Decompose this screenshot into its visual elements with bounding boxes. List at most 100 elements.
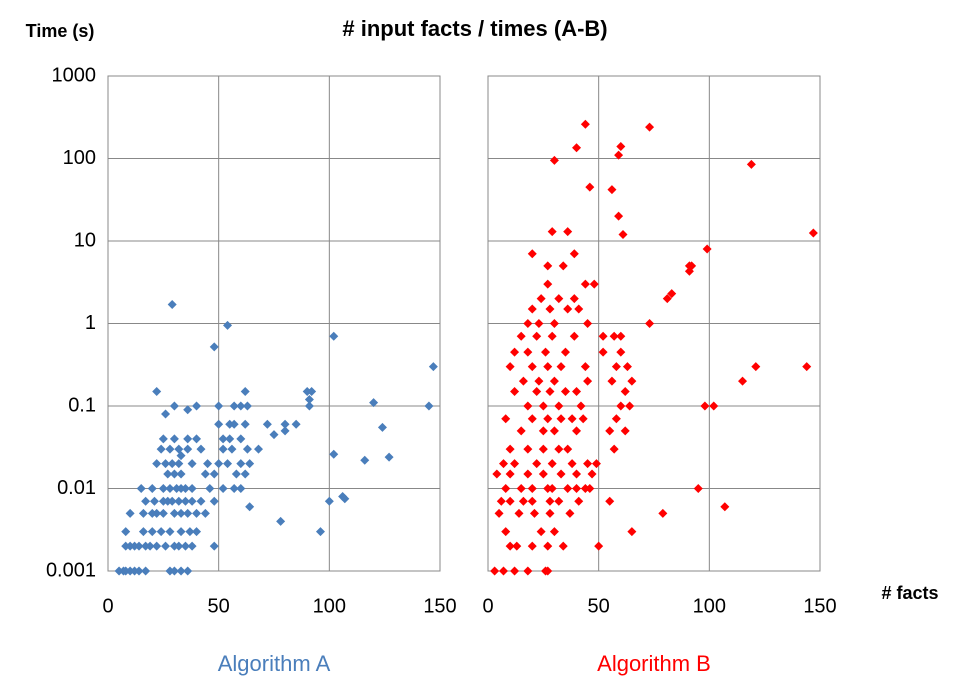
point	[138, 508, 148, 518]
point	[134, 541, 144, 551]
point	[720, 502, 730, 512]
point	[554, 401, 564, 411]
point	[156, 527, 166, 537]
point	[187, 541, 197, 551]
point	[229, 484, 239, 493]
point	[534, 319, 544, 328]
point	[183, 434, 193, 444]
point	[607, 185, 617, 195]
point	[527, 249, 537, 259]
point	[545, 304, 555, 314]
point	[518, 376, 528, 386]
point	[262, 419, 272, 429]
point	[543, 541, 553, 551]
point	[231, 469, 241, 479]
point	[709, 401, 719, 411]
point	[543, 261, 553, 271]
point	[510, 459, 520, 469]
point	[240, 419, 250, 429]
point	[187, 484, 197, 493]
point	[645, 122, 655, 132]
point	[141, 496, 151, 506]
point	[510, 566, 520, 576]
point	[523, 444, 533, 454]
point	[532, 386, 542, 396]
point	[280, 426, 290, 436]
point	[585, 182, 595, 192]
point	[223, 459, 233, 469]
point	[518, 496, 528, 506]
point	[147, 484, 157, 493]
point	[549, 376, 559, 386]
point	[569, 294, 579, 304]
point	[152, 459, 162, 469]
point	[209, 541, 219, 551]
point	[549, 527, 559, 537]
point	[180, 541, 190, 551]
point	[498, 459, 508, 469]
point	[501, 484, 511, 493]
point	[605, 496, 615, 506]
point	[538, 444, 548, 454]
point	[543, 566, 553, 576]
point	[538, 401, 548, 411]
point	[156, 444, 166, 454]
point	[543, 414, 553, 424]
point	[523, 566, 533, 576]
point	[616, 331, 626, 341]
point	[161, 409, 171, 419]
point	[585, 484, 595, 493]
point	[556, 414, 566, 424]
point	[200, 508, 210, 518]
point	[751, 362, 761, 372]
point	[574, 304, 584, 314]
point	[242, 401, 252, 411]
point	[125, 508, 135, 518]
point	[498, 566, 508, 576]
point	[304, 394, 314, 404]
point	[549, 319, 559, 328]
point	[534, 376, 544, 386]
point	[165, 444, 175, 454]
point	[424, 401, 434, 411]
point	[658, 508, 668, 518]
point	[134, 566, 144, 576]
point	[611, 362, 621, 372]
point	[227, 444, 237, 454]
point	[614, 150, 624, 160]
point	[183, 508, 193, 518]
point	[218, 484, 228, 493]
point	[167, 459, 177, 469]
point	[516, 484, 526, 493]
point	[192, 434, 202, 444]
point	[576, 401, 586, 411]
point	[176, 451, 186, 461]
point	[324, 496, 334, 506]
point	[567, 459, 577, 469]
point	[547, 459, 557, 469]
point	[384, 452, 394, 462]
point	[183, 444, 193, 454]
point	[280, 419, 290, 429]
point	[580, 279, 590, 289]
point	[808, 228, 818, 238]
point	[627, 527, 637, 537]
panel-title: Algorithm B	[597, 651, 711, 676]
point	[598, 347, 608, 357]
point	[738, 376, 748, 386]
point	[622, 362, 632, 372]
point	[501, 414, 511, 424]
point	[169, 401, 179, 411]
point	[583, 459, 593, 469]
point	[167, 496, 177, 506]
point	[505, 469, 515, 479]
point	[149, 496, 159, 506]
point	[554, 496, 564, 506]
y-tick-label: 0.01	[57, 477, 96, 499]
point	[547, 484, 557, 493]
point	[616, 141, 626, 151]
point	[192, 527, 202, 537]
point	[547, 227, 557, 237]
point	[169, 434, 179, 444]
point	[558, 541, 568, 551]
